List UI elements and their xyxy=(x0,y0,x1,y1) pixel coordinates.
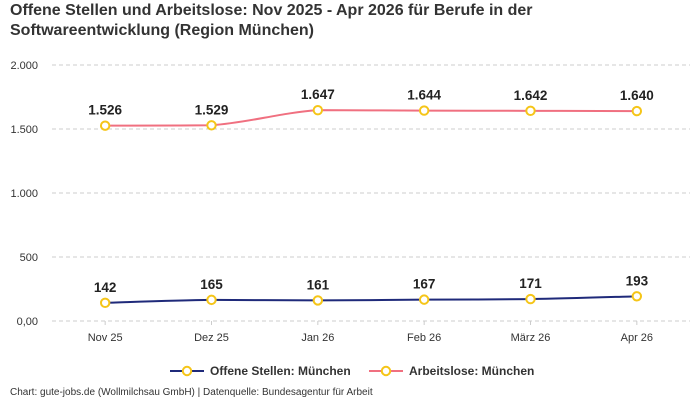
data-label: 1.529 xyxy=(195,102,229,117)
data-point xyxy=(525,105,536,117)
x-tick-label: Jan 26 xyxy=(301,332,334,344)
data-point xyxy=(418,105,430,116)
data-label: 1.647 xyxy=(301,87,335,102)
legend-item: Arbeitslose: München xyxy=(369,364,534,378)
chart-title: Offene Stellen und Arbeitslose: Nov 2025… xyxy=(10,2,533,39)
data-point xyxy=(312,295,324,306)
series-lines xyxy=(99,104,643,309)
x-tick-label: Apr 26 xyxy=(621,332,653,344)
legend-label: Arbeitslose: München xyxy=(409,364,534,378)
x-tick-label: Dez 25 xyxy=(194,332,229,344)
data-point xyxy=(631,291,643,302)
legend-item: Offene Stellen: München xyxy=(170,364,351,378)
y-tick-label: 500 xyxy=(20,252,38,264)
data-point xyxy=(206,120,217,131)
data-label: 167 xyxy=(413,277,436,292)
data-point xyxy=(525,293,536,305)
data-label: 142 xyxy=(94,280,117,295)
series-line xyxy=(105,109,637,127)
data-point xyxy=(631,105,643,117)
data-label: 1.526 xyxy=(88,103,122,118)
data-point xyxy=(418,294,430,305)
grid-lines xyxy=(52,64,690,322)
y-tick-label: 2.000 xyxy=(10,60,38,72)
x-tick-label: Feb 26 xyxy=(407,332,441,344)
x-axis-tick-labels: Nov 25 Dez 25 Jan 26 Feb 26 März 26 Apr 26 xyxy=(88,321,653,344)
data-point xyxy=(99,297,111,309)
legend-label: Offene Stellen: München xyxy=(210,364,351,378)
data-label: 1.642 xyxy=(514,88,548,103)
series-line xyxy=(105,295,637,304)
y-tick-label: 0,00 xyxy=(17,316,38,328)
y-axis-tick-labels: 0,00 500 1.000 1.500 2.000 xyxy=(10,60,38,328)
data-point xyxy=(206,294,217,306)
y-tick-label: 1.000 xyxy=(10,188,38,200)
legend-marker xyxy=(181,365,193,377)
chart-footer: Chart: gute-jobs.de (Wollmilchsau GmbH) … xyxy=(10,387,373,398)
x-tick-label: Nov 25 xyxy=(88,332,123,344)
data-label: 165 xyxy=(200,277,223,292)
data-label: 171 xyxy=(519,276,542,291)
data-labels: 142 165 161 167 171 193 1.526 1.529 1.647 1.644 1.… xyxy=(88,87,653,295)
legend: Offene Stellen: München Arbeitslose: Münc… xyxy=(170,364,534,378)
data-label: 1.644 xyxy=(407,88,441,103)
data-label: 1.640 xyxy=(620,88,654,103)
data-label: 193 xyxy=(626,273,649,288)
data-label: 161 xyxy=(307,277,330,292)
y-tick-label: 1.500 xyxy=(10,124,38,136)
data-point xyxy=(99,120,111,131)
x-tick-label: März 26 xyxy=(511,332,551,344)
legend-marker xyxy=(380,365,392,377)
data-point xyxy=(312,104,324,116)
